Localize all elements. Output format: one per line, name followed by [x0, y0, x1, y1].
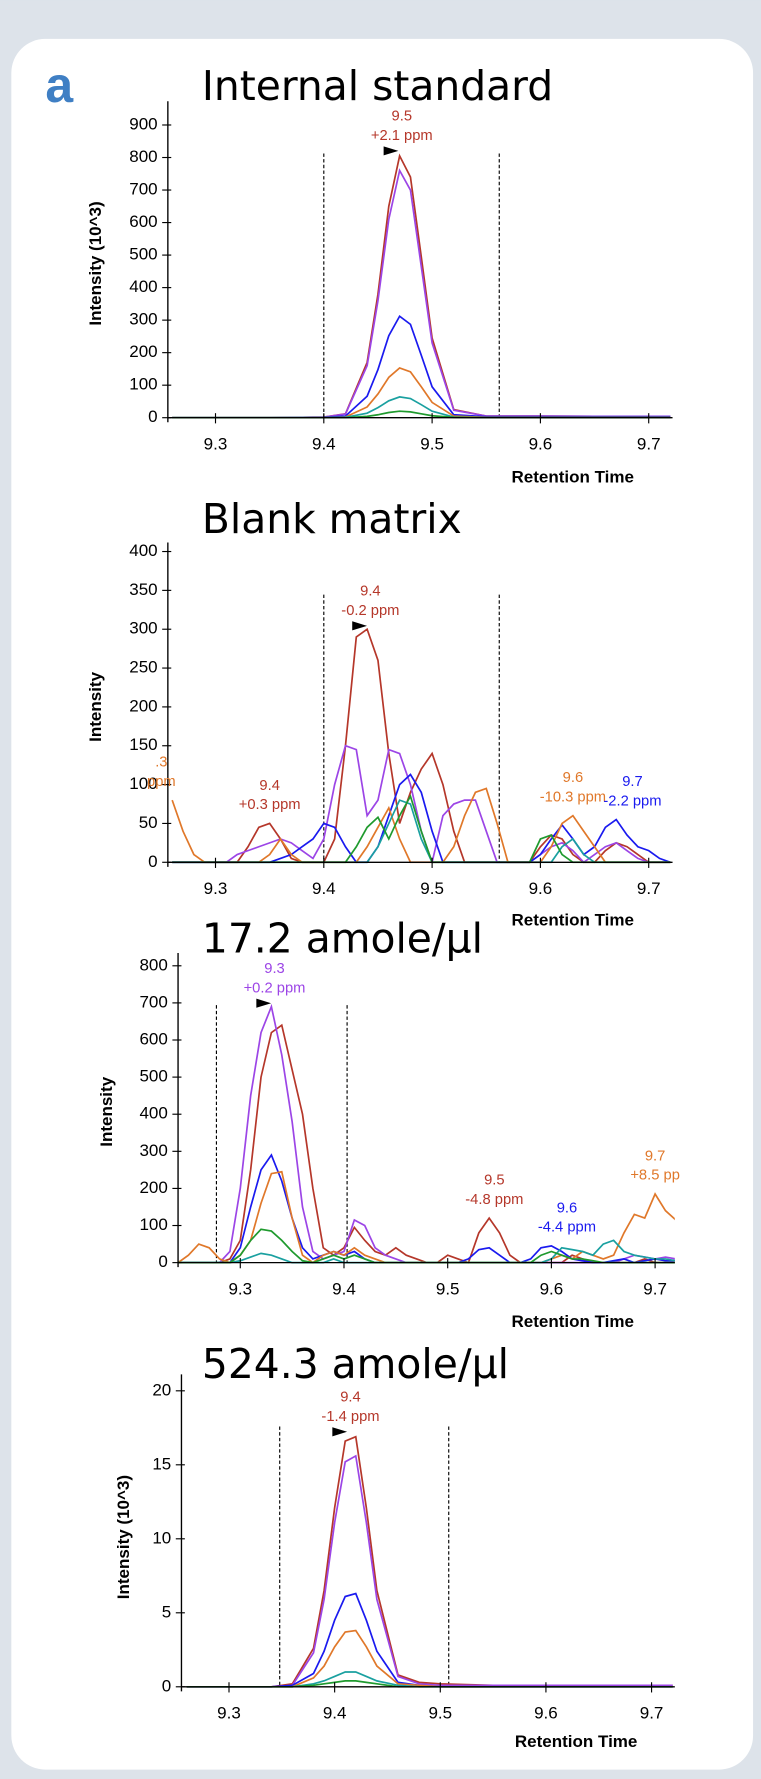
peak-label: 9.3 — [264, 961, 284, 977]
x-tick-label: 9.6 — [534, 1704, 558, 1723]
x-tick-label: 9.3 — [204, 879, 228, 898]
y-tick-label: 400 — [139, 1104, 167, 1123]
peak-label: +8.5 pp — [630, 1168, 680, 1184]
chart-title: 17.2 amole/µl — [202, 915, 483, 963]
y-tick-label: 250 — [129, 658, 157, 677]
y-tick-label: 150 — [129, 735, 157, 754]
peak-label: +2.1 ppm — [371, 128, 433, 144]
chart-title: 524.3 amole/µl — [202, 1340, 509, 1388]
y-tick-label: 300 — [139, 1141, 167, 1160]
y-tick-label: 0 — [148, 407, 157, 426]
peak-label: -2.2 ppm — [603, 793, 661, 809]
panel-label: a — [45, 57, 74, 113]
peak-label: 9.6 — [557, 1200, 577, 1216]
y-tick-label: 400 — [129, 541, 157, 560]
y-tick-label: 800 — [139, 955, 167, 974]
peak-label: -4.4 ppm — [538, 1220, 596, 1236]
y-tick-label: 350 — [129, 580, 157, 599]
y-tick-label: 5 — [162, 1602, 171, 1621]
peak-label: 9.7 — [645, 1148, 665, 1164]
x-tick-label: 9.4 — [332, 1279, 356, 1298]
x-tick-label: 9.4 — [312, 434, 336, 453]
peak-label: 9.4 — [360, 584, 380, 600]
x-axis-label: Retention Time — [511, 911, 633, 930]
peak-label: 9.6 — [563, 770, 583, 786]
peak-label: 9.5 — [392, 109, 412, 125]
y-tick-label: 900 — [129, 114, 157, 133]
x-tick-label: 9.6 — [529, 434, 553, 453]
peak-label: +0.3 ppm — [239, 797, 301, 813]
y-tick-label: 700 — [129, 180, 157, 199]
y-tick-label: 0 — [158, 1252, 167, 1271]
x-axis-label: Retention Time — [511, 467, 633, 486]
peak-marker — [256, 998, 272, 1008]
peak-label: +0.2 ppm — [244, 980, 306, 996]
y-tick-label: 100 — [139, 1215, 167, 1234]
peak-marker — [352, 621, 367, 631]
peak-label: .3 — [155, 755, 167, 771]
x-tick-label: 9.5 — [420, 879, 444, 898]
y-tick-label: 700 — [139, 992, 167, 1011]
x-tick-label: 9.7 — [640, 1704, 664, 1723]
peak-marker — [383, 146, 399, 156]
y-tick-label: 100 — [129, 774, 157, 793]
y-tick-label: 50 — [139, 813, 158, 832]
peak-label: 9.5 — [484, 1173, 504, 1189]
y-axis-label: Intensity — [86, 671, 105, 741]
chart-title: Blank matrix — [202, 495, 462, 543]
y-tick-label: 600 — [129, 212, 157, 231]
y-tick-label: 300 — [129, 310, 157, 329]
y-tick-label: 400 — [129, 277, 157, 296]
x-axis-label: Retention Time — [511, 1312, 633, 1331]
x-tick-label: 9.7 — [643, 1279, 667, 1298]
y-tick-label: 300 — [129, 619, 157, 638]
x-tick-label: 9.7 — [637, 434, 661, 453]
peak-label: 9.4 — [340, 1390, 360, 1406]
y-tick-label: 500 — [129, 245, 157, 264]
peak-marker — [332, 1427, 348, 1437]
y-tick-label: 800 — [129, 147, 157, 166]
x-tick-label: 9.5 — [420, 434, 444, 453]
y-tick-label: 15 — [152, 1454, 171, 1473]
peak-label: ppm — [147, 774, 176, 790]
y-tick-label: 200 — [139, 1178, 167, 1197]
y-tick-label: 600 — [139, 1030, 167, 1049]
y-tick-label: 200 — [129, 342, 157, 361]
x-tick-label: 9.3 — [217, 1704, 241, 1723]
x-tick-label: 9.5 — [436, 1279, 460, 1298]
x-tick-label: 9.3 — [228, 1279, 252, 1298]
card — [11, 38, 754, 1770]
x-axis-label: Retention Time — [515, 1732, 637, 1751]
y-axis-label: Intensity (10^3) — [86, 201, 105, 325]
y-axis-label: Intensity (10^3) — [114, 1475, 133, 1599]
x-tick-label: 9.3 — [204, 434, 228, 453]
x-tick-label: 9.6 — [529, 879, 553, 898]
y-tick-label: 200 — [129, 696, 157, 715]
peak-label: -4.8 ppm — [465, 1192, 523, 1208]
x-tick-label: 9.4 — [312, 879, 336, 898]
peak-label: -0.2 ppm — [341, 603, 399, 619]
chart-title: Internal standard — [202, 62, 553, 110]
x-tick-label: 9.6 — [540, 1279, 564, 1298]
peak-label: -1.4 ppm — [321, 1409, 379, 1425]
y-tick-label: 100 — [129, 375, 157, 394]
y-tick-label: 0 — [162, 1676, 171, 1695]
y-tick-label: 10 — [152, 1528, 171, 1547]
peak-label: -10.3 ppm — [540, 789, 606, 805]
y-tick-label: 20 — [152, 1380, 171, 1399]
peak-label: 9.7 — [622, 774, 642, 790]
y-axis-label: Intensity — [97, 1076, 116, 1146]
y-tick-label: 500 — [139, 1067, 167, 1086]
x-tick-label: 9.5 — [428, 1704, 452, 1723]
y-tick-label: 0 — [148, 852, 157, 871]
peak-label: 9.4 — [259, 778, 279, 794]
x-tick-label: 9.7 — [637, 879, 661, 898]
x-tick-label: 9.4 — [323, 1704, 347, 1723]
